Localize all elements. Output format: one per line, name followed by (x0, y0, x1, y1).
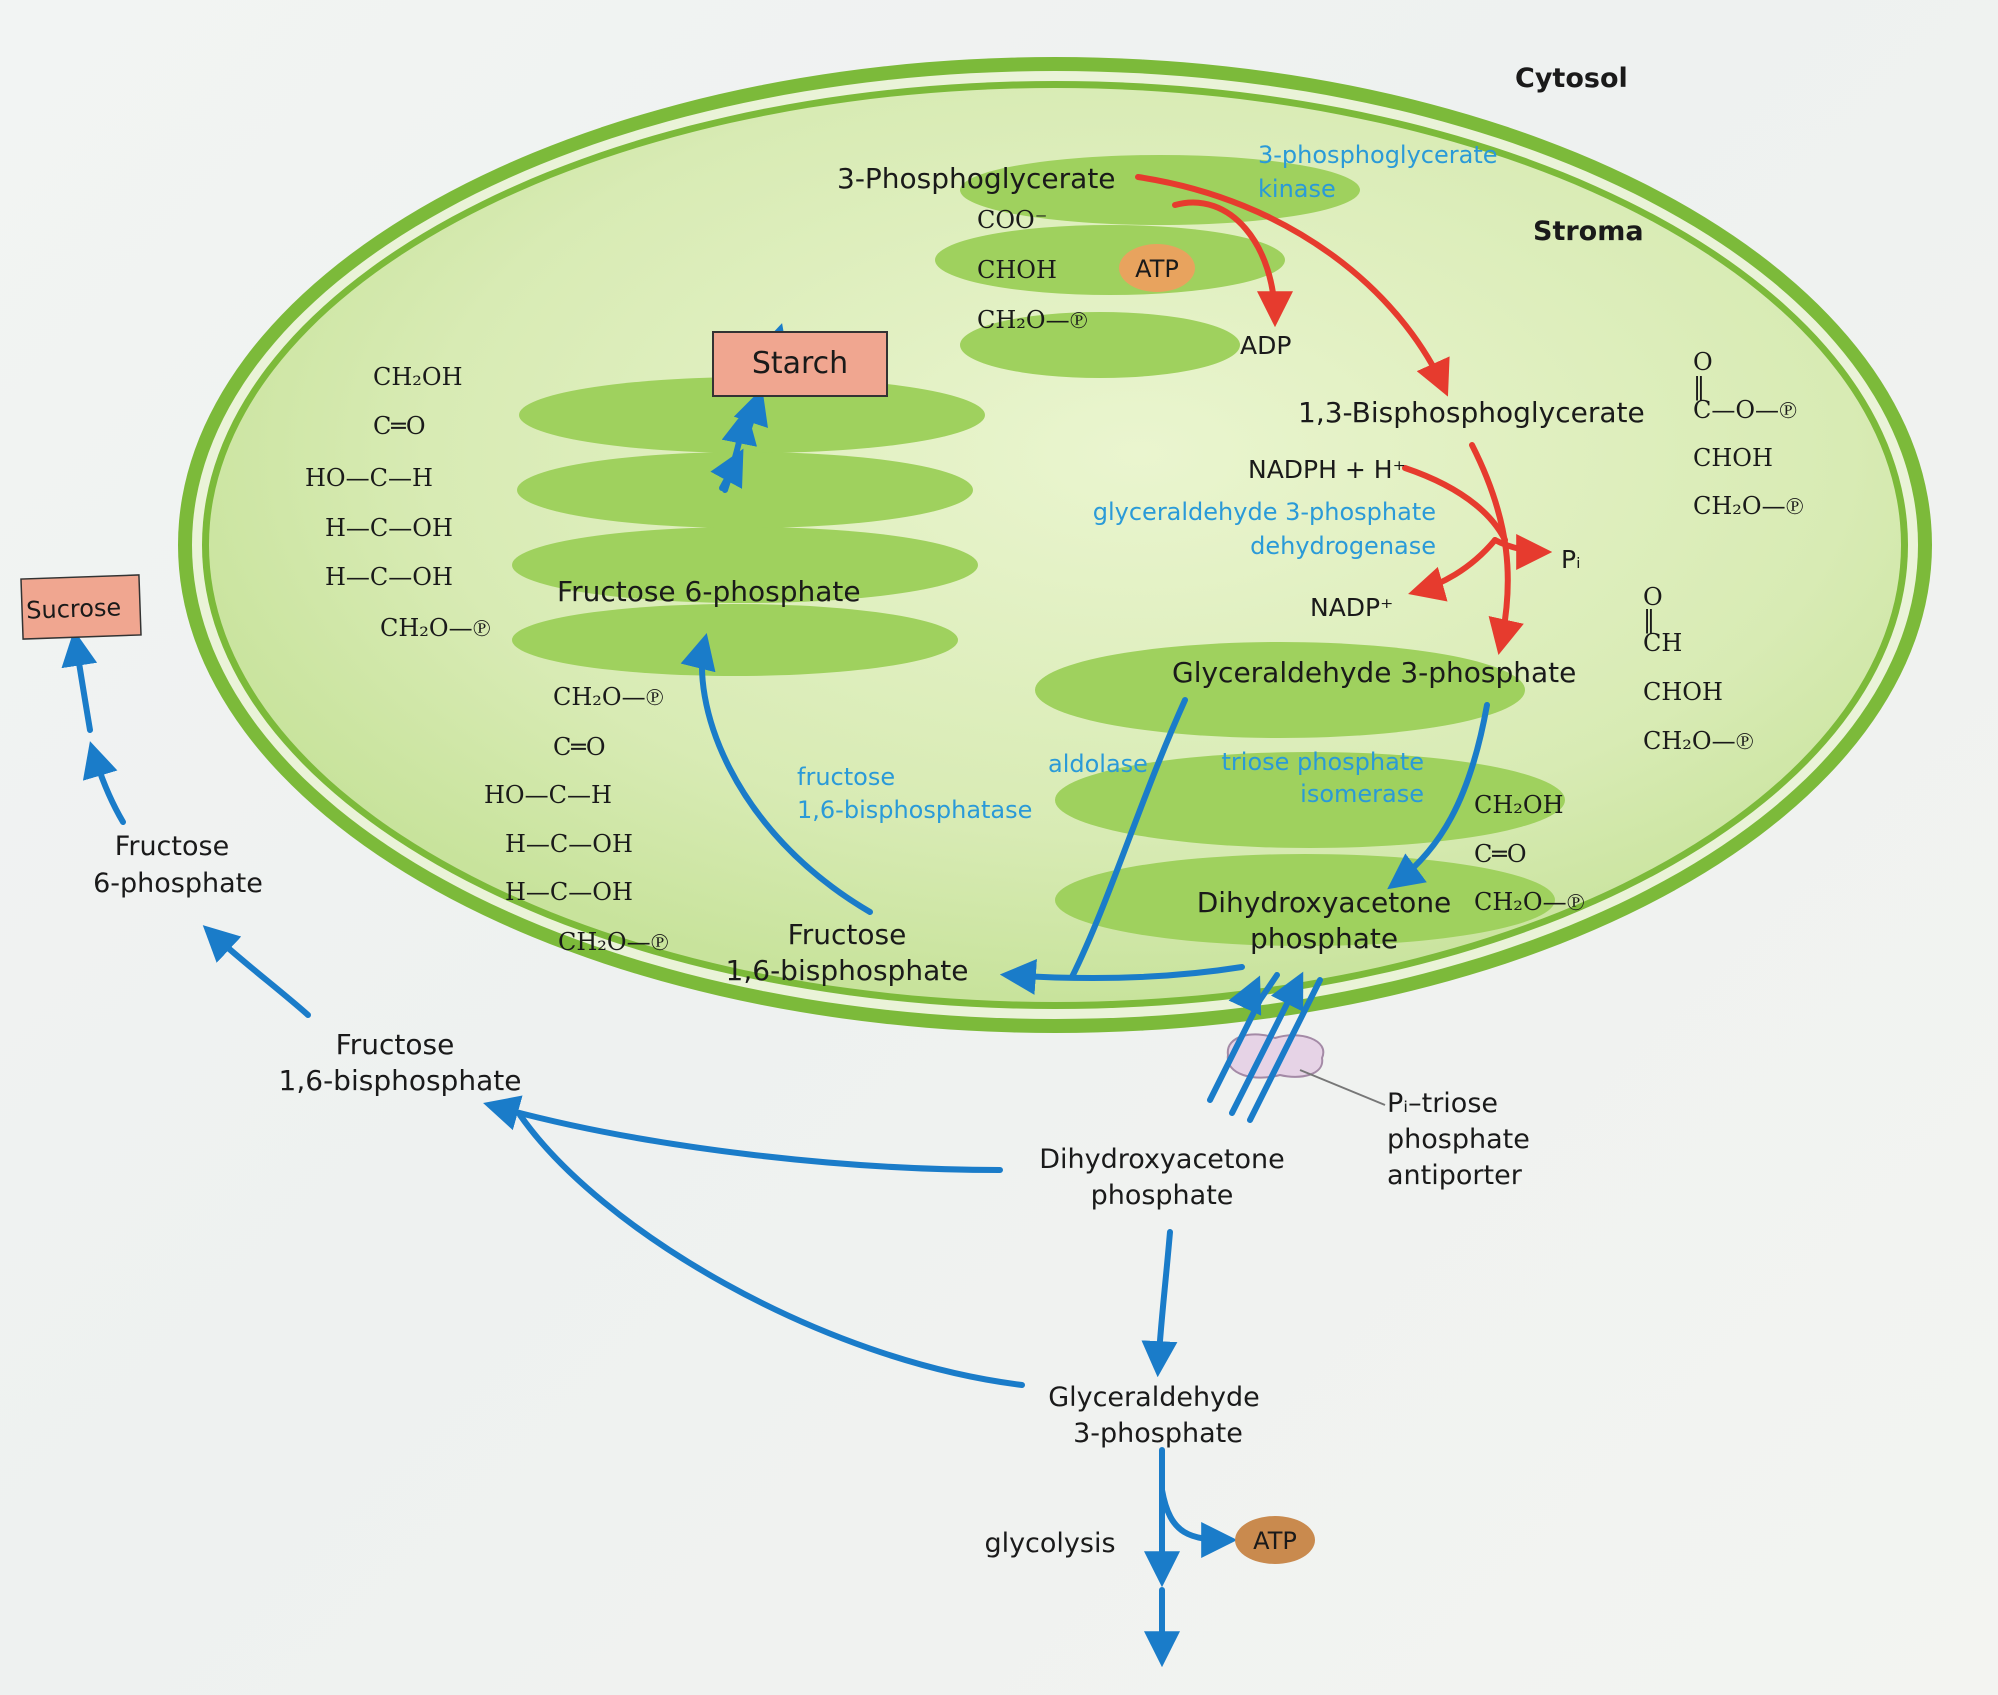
structure-fructose-6-phosphate: CH₂OH C═O HO—C—H H—C—OH H—C—OH CH₂O—℗ (305, 363, 491, 642)
fbp-stroma-label-2: 1,6-bisphosphate (726, 954, 969, 987)
regeneration-export-arrows (61, 323, 1490, 1668)
tpi-enzyme-label-1: triose phosphate (1222, 748, 1425, 776)
glyceraldehyde-3-phosphate-stroma-label: Glyceraldehyde 3-phosphate (1172, 656, 1576, 689)
dhap-line-1: CH₂OH (1474, 791, 1564, 819)
f6p-line-4: H—C—OH (325, 514, 453, 542)
structure-dihydroxyacetone-phosphate: CH₂OH C═O CH₂O—℗ (1474, 791, 1585, 916)
gapdh-enzyme-label-2: dehydrogenase (1250, 532, 1436, 560)
reduction-arrows (1135, 174, 1553, 656)
tpi-enzyme-label-2: isomerase (1300, 780, 1424, 808)
fbp-stroma-label-1: Fructose (788, 918, 907, 951)
pg-line-1: COO⁻ (977, 206, 1047, 234)
fbp-line-1: CH₂O—℗ (553, 683, 664, 711)
dhap-line-3: CH₂O—℗ (1474, 888, 1585, 916)
antiporter-label-1: Pᵢ–triose (1387, 1088, 1498, 1119)
gap-cytosol-label-2: 3-phosphate (1073, 1418, 1243, 1449)
bisphosphoglycerate-label: 1,3-Bisphosphoglycerate (1298, 396, 1645, 429)
structure-3-phosphoglycerate: COO⁻ CHOH CH₂O—℗ (977, 206, 1088, 334)
fbpase-enzyme-label-2: 1,6-bisphosphatase (797, 796, 1032, 824)
f6p-line-6: CH₂O—℗ (380, 614, 491, 642)
cytosol-label: Cytosol (1515, 63, 1628, 94)
pi-triose-phosphate-antiporter (1226, 1033, 1325, 1079)
fbp-cytosol-label-1: Fructose (336, 1028, 455, 1061)
gap-line-5: CH₂O—℗ (1643, 727, 1754, 755)
fbp-line-6: CH₂O—℗ (558, 928, 669, 956)
f6p-cytosol-label-1: Fructose (115, 831, 229, 862)
nadph-label: NADPH + H⁺ (1248, 455, 1406, 484)
fbp-line-4: H—C—OH (505, 830, 633, 858)
f6p-line-1: CH₂OH (373, 363, 463, 391)
dhap-stroma-label-1: Dihydroxyacetone (1197, 886, 1452, 919)
gap-line-2: ‖ (1643, 606, 1655, 635)
atp-badge-stroma: ATP (1119, 244, 1195, 292)
dhap-cytosol-label-1: Dihydroxyacetone (1039, 1144, 1285, 1175)
pgk-enzyme-label-1: 3-phosphoglycerate (1258, 141, 1498, 169)
fbp-line-2: C═O (553, 733, 606, 761)
pgk-enzyme-label-2: kinase (1258, 175, 1336, 203)
atp-cytosol-label: ATP (1253, 1527, 1297, 1555)
bpg-line-3: C—O—℗ (1693, 396, 1797, 424)
structure-fructose-1-6-bisphosphate: CH₂O—℗ C═O HO—C—H H—C—OH H—C—OH CH₂O—℗ (484, 683, 669, 956)
bpg-line-4: CHOH (1693, 444, 1773, 472)
fructose-6-phosphate-stroma-label: Fructose 6-phosphate (557, 575, 861, 608)
gap-line-1: O (1643, 583, 1663, 611)
f6p-line-2: C═O (373, 412, 426, 440)
bpg-line-1: O (1693, 348, 1713, 376)
stroma-label: Stroma (1533, 216, 1644, 247)
gap-cytosol-label-1: Glyceraldehyde (1048, 1382, 1260, 1413)
sucrose-label: Sucrose (26, 593, 122, 624)
dhap-cytosol-label-2: phosphate (1091, 1180, 1234, 1211)
nadp-label: NADP⁺ (1310, 593, 1393, 622)
dhap-stroma-label-2: phosphate (1250, 922, 1398, 955)
pg-line-2: CHOH (977, 256, 1057, 284)
gap-line-3: CH (1643, 629, 1682, 657)
fbp-cytosol-label-2: 1,6-bisphosphate (279, 1064, 522, 1097)
gap-line-4: CHOH (1643, 678, 1723, 706)
stroma-region (209, 88, 1901, 1002)
thylakoid-stack-right (1035, 642, 1565, 946)
adp-label: ADP (1240, 331, 1291, 360)
gapdh-enzyme-label-1: glyceraldehyde 3-phosphate (1093, 498, 1436, 526)
fbpase-enzyme-label-1: fructose (797, 763, 895, 791)
antiporter-label-2: phosphate (1387, 1124, 1530, 1155)
thylakoid-stack-top (935, 155, 1360, 378)
starch-label: Starch (752, 346, 848, 381)
pi-label: Pᵢ (1561, 545, 1581, 574)
dhap-line-2: C═O (1474, 840, 1527, 868)
thylakoid-stack-left (512, 377, 985, 676)
f6p-line-5: H—C—OH (325, 563, 453, 591)
atp-stroma-label: ATP (1135, 255, 1179, 283)
bpg-line-2: ‖ (1693, 373, 1705, 402)
structure-glyceraldehyde-3-phosphate: O ‖ CH CHOH CH₂O—℗ (1643, 583, 1754, 755)
sucrose-box: Sucrose (20, 574, 142, 640)
bpg-line-5: CH₂O—℗ (1693, 492, 1804, 520)
antiporter-label-3: antiporter (1387, 1160, 1523, 1191)
atp-badge-cytosol: ATP (1235, 1516, 1315, 1564)
aldolase-label: aldolase (1048, 750, 1148, 778)
fbp-line-5: H—C—OH (505, 878, 633, 906)
fbp-line-3: HO—C—H (484, 781, 612, 809)
pg-line-3: CH₂O—℗ (977, 306, 1088, 334)
antiporter-leader-line (1299, 1069, 1386, 1106)
structure-1-3-bisphosphoglycerate: O ‖ C—O—℗ CHOH CH₂O—℗ (1693, 348, 1804, 520)
3-phosphoglycerate-label: 3-Phosphoglycerate (837, 162, 1116, 195)
starch-box: Starch (712, 331, 888, 397)
f6p-line-3: HO—C—H (305, 464, 433, 492)
glycolysis-label: glycolysis (984, 1528, 1115, 1559)
f6p-cytosol-label-2: 6-phosphate (93, 868, 263, 899)
